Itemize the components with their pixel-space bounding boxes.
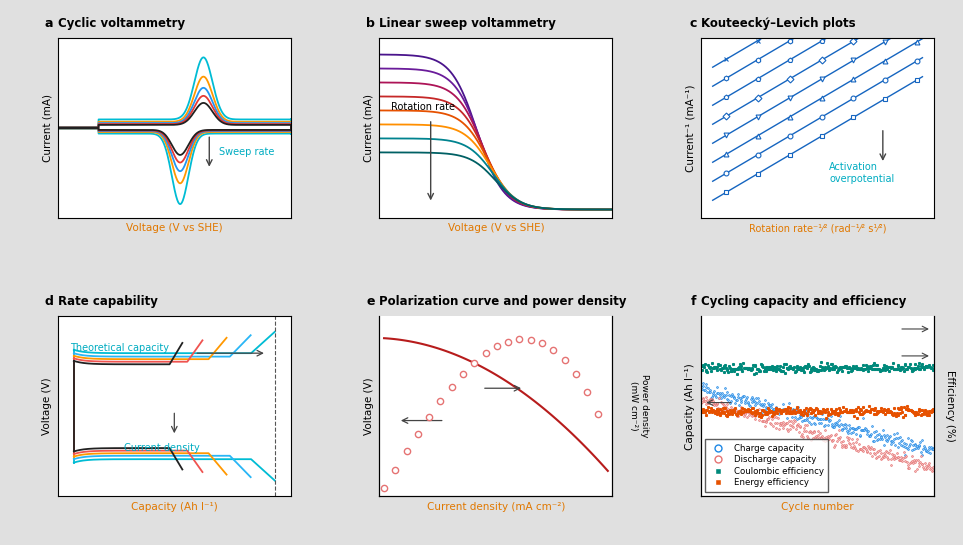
Text: c: c bbox=[689, 16, 696, 29]
Text: Current density: Current density bbox=[124, 443, 200, 453]
Text: Polarization curve and power density: Polarization curve and power density bbox=[379, 295, 627, 308]
X-axis label: Current density (mA cm⁻²): Current density (mA cm⁻²) bbox=[427, 501, 565, 512]
Y-axis label: Current⁻¹ (mA⁻¹): Current⁻¹ (mA⁻¹) bbox=[686, 84, 695, 172]
Legend: Charge capacity, Discharge capacity, Coulombic efficiency, Energy efficiency: Charge capacity, Discharge capacity, Cou… bbox=[705, 439, 828, 492]
Text: Cycling capacity and efficiency: Cycling capacity and efficiency bbox=[701, 295, 906, 308]
Text: e: e bbox=[366, 295, 375, 308]
Text: Rate capability: Rate capability bbox=[58, 295, 158, 308]
Y-axis label: Capacity (Ah l⁻¹): Capacity (Ah l⁻¹) bbox=[686, 363, 695, 450]
Y-axis label: Voltage (V): Voltage (V) bbox=[364, 377, 374, 435]
Y-axis label: Current (mA): Current (mA) bbox=[364, 94, 374, 162]
Y-axis label: Efficiency (%): Efficiency (%) bbox=[946, 370, 955, 442]
Text: f: f bbox=[690, 295, 696, 308]
Text: Cyclic voltammetry: Cyclic voltammetry bbox=[58, 16, 185, 29]
X-axis label: Cycle number: Cycle number bbox=[781, 501, 854, 512]
Text: Activation
overpotential: Activation overpotential bbox=[829, 162, 895, 184]
Text: d: d bbox=[44, 295, 53, 308]
Text: Theoretical capacity: Theoretical capacity bbox=[70, 343, 169, 353]
X-axis label: Capacity (Ah l⁻¹): Capacity (Ah l⁻¹) bbox=[131, 501, 218, 512]
Text: a: a bbox=[44, 16, 53, 29]
Text: Rotation rate: Rotation rate bbox=[391, 102, 455, 112]
Text: Kouteecký–Levich plots: Kouteecký–Levich plots bbox=[701, 16, 856, 29]
X-axis label: Rotation rate⁻¹⁄² (rad⁻¹⁄² s¹⁄²): Rotation rate⁻¹⁄² (rad⁻¹⁄² s¹⁄²) bbox=[749, 223, 886, 233]
Y-axis label: Voltage (V): Voltage (V) bbox=[42, 377, 52, 435]
Y-axis label: Power density
(mW cm⁻²): Power density (mW cm⁻²) bbox=[629, 374, 648, 438]
Text: b: b bbox=[366, 16, 375, 29]
Text: Linear sweep voltammetry: Linear sweep voltammetry bbox=[379, 16, 557, 29]
Y-axis label: Current (mA): Current (mA) bbox=[42, 94, 52, 162]
X-axis label: Voltage (V vs SHE): Voltage (V vs SHE) bbox=[126, 223, 222, 233]
X-axis label: Voltage (V vs SHE): Voltage (V vs SHE) bbox=[448, 223, 544, 233]
Text: Sweep rate: Sweep rate bbox=[219, 147, 273, 157]
